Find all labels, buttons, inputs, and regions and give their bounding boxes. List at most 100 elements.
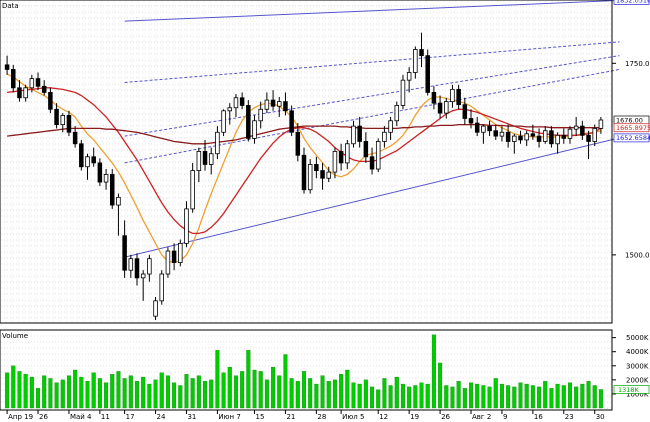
- candle-body: [122, 235, 127, 271]
- volume-bar: [351, 382, 356, 409]
- volume-bar: [537, 386, 542, 409]
- candle-body: [60, 115, 66, 126]
- volume-bar: [104, 382, 109, 409]
- volume-bar: [301, 371, 307, 409]
- volume-bar: [419, 382, 424, 409]
- volume-bar: [425, 383, 430, 409]
- volume-bar: [382, 378, 387, 409]
- candle-body: [462, 104, 468, 119]
- volume-bar: [376, 389, 381, 409]
- volume-bar: [66, 375, 71, 409]
- volume-tick-label: 1000K: [626, 390, 649, 398]
- volume-bar: [264, 379, 269, 409]
- volume-bar: [456, 381, 461, 409]
- candle-body: [431, 92, 437, 104]
- candle-body: [561, 134, 567, 139]
- volume-bar: [172, 382, 177, 409]
- candle-body: [85, 156, 90, 168]
- volume-bar: [339, 374, 344, 409]
- candle-body: [542, 130, 548, 142]
- volume-bar: [17, 371, 22, 409]
- candle-body: [493, 130, 499, 137]
- price-panel: Data: [0, 0, 620, 324]
- candle-body: [283, 101, 288, 112]
- candle-body: [116, 196, 121, 206]
- candle-body: [109, 174, 115, 206]
- candle-body: [147, 258, 152, 275]
- candle-body: [419, 49, 424, 57]
- candle-body: [66, 115, 72, 133]
- candle-body: [400, 79, 406, 106]
- candle-body: [320, 170, 325, 179]
- volume-bar: [73, 369, 78, 409]
- volume-bar: [97, 378, 102, 409]
- volume-bar: [481, 385, 486, 409]
- channel-line: [124, 41, 620, 83]
- volume-tag-box: [613, 385, 650, 394]
- candle-body: [375, 141, 381, 170]
- channel-line: [124, 55, 620, 137]
- candle-body: [258, 108, 263, 122]
- candle-body: [388, 120, 393, 133]
- candle-body: [23, 87, 28, 99]
- volume-bar: [567, 382, 572, 409]
- volume-bar: [153, 379, 158, 409]
- candle-body: [338, 151, 344, 164]
- volume-bar: [5, 372, 10, 409]
- candle-body: [35, 78, 41, 87]
- volume-bar: [363, 379, 368, 409]
- candle-body: [586, 134, 591, 142]
- candle-body: [128, 258, 134, 271]
- candle-body: [598, 119, 604, 129]
- volume-bar: [506, 385, 511, 409]
- candle-body: [140, 273, 146, 279]
- volume-bar: [598, 389, 603, 409]
- volume-bar: [580, 383, 585, 409]
- date-tick-label: 23: [565, 413, 574, 421]
- candle-body: [239, 97, 245, 106]
- candle-body: [444, 101, 449, 114]
- date-tick-label: 28: [317, 413, 326, 421]
- candle-body: [11, 69, 16, 89]
- volume-bar: [326, 381, 331, 409]
- volume-bar: [413, 385, 418, 409]
- candle-body: [530, 133, 536, 137]
- volume-tick-label: 5000K: [626, 334, 649, 342]
- candle-body: [208, 153, 214, 165]
- regression-channel: [124, 0, 620, 258]
- candle-body: [277, 101, 282, 107]
- candle-body: [4, 64, 10, 70]
- volume-bar: [23, 374, 28, 409]
- moving-average-line: [7, 87, 602, 235]
- date-tick-label: 26: [39, 413, 48, 421]
- volume-bar: [159, 372, 164, 409]
- candle-body: [178, 242, 183, 263]
- candle-body: [159, 273, 164, 302]
- candle-body: [567, 128, 573, 139]
- volume-bar: [586, 381, 591, 409]
- candle-body: [103, 174, 109, 183]
- date-axis: Апр 19 26 Май 4 11 17 24 31 Июн 7 15 21 28 Июл 5 12 1…: [0, 409, 612, 421]
- candle-body: [215, 131, 220, 155]
- volume-bar: [128, 375, 133, 409]
- volume-bar: [475, 383, 480, 409]
- volume-bar: [190, 378, 195, 409]
- volume-bar: [79, 376, 84, 409]
- volume-bar: [141, 376, 146, 409]
- candle-body: [505, 131, 511, 142]
- candle-body: [190, 170, 195, 210]
- volume-bar: [549, 388, 554, 409]
- candle-body: [196, 151, 202, 171]
- volume-bar: [215, 350, 220, 409]
- candle-body: [518, 135, 523, 141]
- volume-bar: [116, 371, 121, 409]
- candle-body: [512, 135, 517, 142]
- candle-body: [456, 88, 461, 106]
- date-tick-label: Июл 5: [342, 413, 364, 421]
- volume-bar: [184, 374, 189, 409]
- volume-bar: [29, 376, 34, 409]
- channel-line: [124, 137, 620, 258]
- date-tick-label: 16: [534, 413, 543, 421]
- candle-body: [499, 131, 505, 137]
